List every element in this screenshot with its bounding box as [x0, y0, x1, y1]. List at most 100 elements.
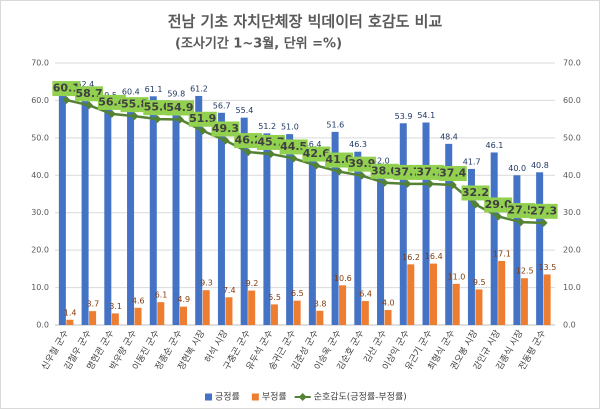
value-label-box	[325, 152, 354, 168]
value-label-box	[302, 146, 331, 162]
value-label: 41.0	[326, 153, 353, 166]
value-label: 16.2	[402, 253, 420, 262]
value-label: 62.4	[76, 80, 94, 89]
line-marker	[471, 200, 480, 209]
bar	[293, 300, 301, 325]
value-label: 40.8	[531, 161, 549, 170]
bar	[490, 152, 498, 325]
value-label-box	[529, 203, 558, 219]
value-label: 59.8	[167, 90, 185, 99]
value-label: 58.7	[76, 87, 103, 100]
bar	[66, 319, 74, 325]
bar	[467, 168, 475, 325]
value-label: 46.1	[486, 141, 504, 150]
bar	[58, 94, 66, 325]
bar	[149, 96, 157, 325]
bar	[384, 310, 392, 325]
bar	[263, 133, 271, 325]
value-label-box	[120, 97, 149, 113]
value-label: 5.5	[268, 293, 281, 302]
value-label: 51.6	[326, 120, 344, 129]
bar	[217, 112, 225, 325]
value-label: 32.2	[462, 186, 489, 199]
y2-tick-label: 40.0	[563, 171, 581, 180]
value-label: 54.9	[166, 101, 193, 114]
bar	[399, 123, 407, 325]
value-label: 3.8	[314, 299, 327, 308]
value-label: 9.2	[246, 279, 259, 288]
value-label: 4.0	[382, 299, 395, 308]
y2-tick-label: 60.0	[563, 96, 581, 105]
y2-tick-label: 10.0	[563, 283, 581, 292]
value-label: 46.2	[235, 134, 262, 147]
value-label: 12.5	[516, 267, 534, 276]
value-label: 51.2	[258, 122, 276, 131]
bar	[430, 263, 437, 325]
y2-tick-label: 30.0	[563, 208, 581, 217]
value-label-box	[506, 203, 535, 219]
value-label-box	[75, 86, 104, 102]
value-label: 46.3	[349, 140, 367, 149]
value-label: 3.7	[86, 300, 99, 309]
bar	[180, 306, 187, 325]
bar	[445, 143, 453, 325]
bar	[111, 313, 119, 325]
value-label-box	[347, 156, 376, 172]
bar	[452, 283, 460, 325]
value-label: 55.4	[236, 106, 254, 115]
value-label: 9.3	[200, 279, 213, 288]
line-marker	[403, 179, 412, 188]
value-label: 11.0	[448, 272, 466, 281]
value-label-box	[484, 197, 513, 213]
value-label-box	[52, 81, 81, 97]
bar	[195, 95, 203, 326]
value-label: 27.3	[530, 204, 557, 217]
bar	[172, 101, 180, 325]
value-label-box	[97, 94, 126, 110]
bar	[248, 290, 256, 325]
line-marker	[62, 96, 71, 105]
bar	[513, 175, 521, 325]
legend-label: 긍정률	[215, 392, 240, 403]
bar	[543, 274, 551, 325]
line-marker	[176, 115, 184, 124]
y2-tick-label: 20.0	[563, 246, 581, 255]
value-label: 48.4	[440, 132, 458, 141]
value-label-box	[188, 111, 217, 127]
bar	[361, 301, 369, 325]
y-tick-label: 50.0	[31, 133, 49, 142]
value-label: 46.4	[304, 140, 322, 149]
bar	[354, 151, 362, 325]
bar	[81, 91, 89, 326]
value-label: 42.6	[303, 147, 330, 160]
line-marker	[448, 181, 457, 190]
line-marker	[198, 126, 207, 135]
line-marker	[130, 112, 139, 121]
bar	[89, 311, 97, 325]
value-label: 4.9	[177, 295, 190, 304]
bar	[377, 167, 385, 325]
value-label: 29.0	[485, 198, 512, 211]
value-label-box	[256, 134, 285, 150]
value-label: 13.5	[538, 263, 556, 272]
value-label: 51.0	[281, 123, 299, 132]
line-marker	[380, 178, 389, 187]
bar	[225, 297, 233, 325]
line-marker	[85, 101, 94, 110]
value-label: 54.1	[417, 111, 435, 120]
value-label: 44.5	[280, 140, 307, 153]
value-label: 56.7	[213, 101, 231, 110]
value-label-box	[211, 121, 240, 137]
line-marker	[244, 148, 253, 157]
value-label: 61.1	[145, 85, 163, 94]
bar	[339, 285, 347, 325]
legend-label: 부정률	[262, 392, 287, 403]
bar	[498, 260, 506, 325]
line-marker	[289, 154, 298, 163]
line-marker	[221, 136, 230, 145]
value-label: 41.7	[463, 157, 481, 166]
value-label: 55.0	[144, 101, 171, 114]
y2-tick-label: 50.0	[563, 133, 581, 142]
value-label-box	[461, 185, 490, 201]
